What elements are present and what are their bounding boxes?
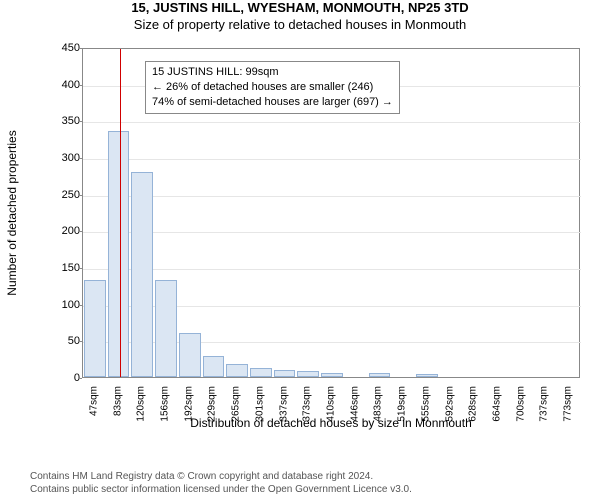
annot-line3: 74% of semi-detached houses are larger (…: [152, 95, 393, 110]
histogram-bar: [297, 371, 319, 377]
footer-line1: Contains HM Land Registry data © Crown c…: [30, 470, 412, 483]
gridline: [83, 232, 581, 233]
x-axis-label: Distribution of detached houses by size …: [82, 416, 580, 430]
histogram-bar: [179, 333, 201, 377]
page-title: 15, JUSTINS HILL, WYESHAM, MONMOUTH, NP2…: [0, 0, 600, 15]
annot-line2: ← 26% of detached houses are smaller (24…: [152, 80, 393, 95]
histogram-bar: [250, 368, 272, 377]
histogram-bar: [416, 374, 438, 377]
plot-area: 15 JUSTINS HILL: 99sqm ← 26% of detached…: [82, 48, 580, 378]
histogram-bar: [84, 280, 106, 377]
footer: Contains HM Land Registry data © Crown c…: [30, 470, 412, 496]
y-axis-label: Number of detached properties: [5, 130, 19, 295]
histogram-bar: [226, 364, 248, 377]
histogram-bar: [321, 373, 343, 377]
x-tick-label: 47sqm: [88, 386, 99, 416]
x-tick-label: 83sqm: [112, 386, 123, 416]
histogram-bar: [369, 373, 391, 377]
annot-line1: 15 JUSTINS HILL: 99sqm: [152, 65, 393, 80]
histogram-bar: [131, 172, 153, 377]
histogram-bar: [203, 356, 225, 377]
histogram-bar: [155, 280, 177, 377]
reference-annotation: 15 JUSTINS HILL: 99sqm ← 26% of detached…: [145, 61, 400, 114]
footer-line2: Contains public sector information licen…: [30, 483, 412, 496]
reference-line: [120, 49, 121, 377]
histogram-bar: [108, 131, 130, 377]
gridline: [83, 196, 581, 197]
histogram-bar: [274, 370, 296, 377]
page-subtitle: Size of property relative to detached ho…: [0, 17, 600, 32]
gridline: [83, 269, 581, 270]
gridline: [83, 122, 581, 123]
gridline: [83, 159, 581, 160]
chart-container: Number of detached properties 0501001502…: [40, 48, 580, 428]
